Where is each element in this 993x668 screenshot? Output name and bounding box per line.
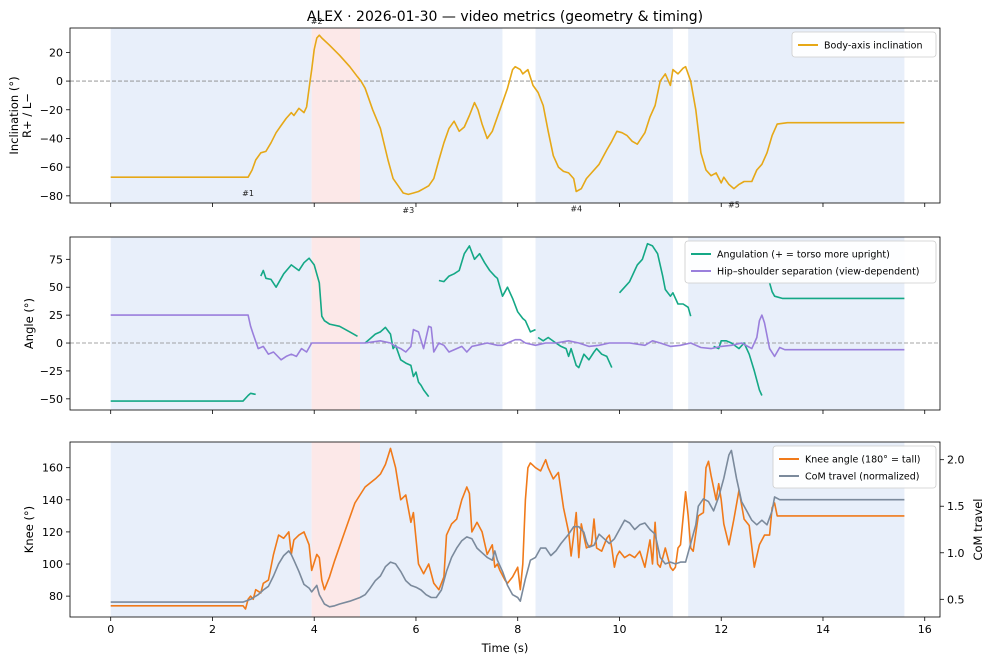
legend-label: Knee angle (180° = tall) [805, 455, 920, 466]
axes-frame [69, 27, 941, 204]
shaded-region-3 [360, 28, 503, 203]
series-1-segment-3 [364, 326, 430, 398]
legend-box [791, 31, 937, 58]
y-tick-label: 140 [42, 494, 63, 507]
y-axis-label: Angle (°) [22, 298, 36, 349]
event-annotation: #3 [402, 206, 414, 215]
axes-frame [69, 441, 941, 618]
shaded-region-1 [110, 442, 312, 617]
event-annotation: #1 [242, 189, 254, 198]
shaded-region-2 [311, 28, 360, 203]
y-tick-label: 75 [49, 253, 63, 266]
x-tick-label: 8 [514, 623, 521, 636]
x-axis-label: Time (s) [481, 641, 529, 655]
y-tick-label: −25 [40, 365, 63, 378]
event-annotation: #2 [311, 17, 323, 26]
y-tick-label: −50 [40, 393, 63, 406]
y2-axis-label: CoM travel [971, 498, 985, 560]
chart-title: ALEX · 2026-01-30 — video metrics (geome… [307, 9, 703, 25]
series-group [110, 242, 905, 402]
y-tick-label: −60 [40, 161, 63, 174]
series-1-segment-4 [438, 245, 536, 333]
x-tick-label: 12 [714, 623, 728, 636]
y2-tick-label: 0.5 [947, 593, 965, 606]
series-1-segment-1 [110, 34, 905, 196]
y2-tick-label: 1.0 [947, 547, 965, 560]
series-1-segment-1 [110, 447, 905, 610]
legend-box [772, 445, 937, 489]
y-tick-label: 25 [49, 309, 63, 322]
legend-label: Hip–shoulder separation (view-dependent) [717, 267, 920, 278]
series-2-segment-1 [110, 314, 905, 361]
series-group [110, 447, 905, 610]
series-1-segment-2 [260, 257, 358, 337]
series-1-segment-6 [618, 242, 692, 317]
panel-angle: 75 50 25 0 −25 −50 Angle (°) Angulation (+ = to… [22, 236, 941, 414]
series-1-segment-8 [768, 282, 905, 300]
shaded-region-3 [360, 237, 503, 410]
shaded-regions [110, 237, 905, 410]
shaded-region-3 [360, 442, 503, 617]
shaded-region-1 [110, 28, 312, 203]
series-1-segment-5 [537, 336, 613, 369]
y2-tick-label: 2.0 [947, 454, 965, 467]
y-tick-label: −20 [40, 104, 63, 117]
x-tick-label: 16 [918, 623, 932, 636]
event-annotation: #5 [728, 200, 740, 209]
legend: Body-axis inclination [791, 31, 937, 58]
event-annotation: #4 [570, 205, 582, 214]
y-axis-label: R+ / L− [20, 93, 34, 138]
shaded-region-4 [535, 442, 673, 617]
y-tick-label: 100 [42, 558, 63, 571]
x-tick-label: 2 [209, 623, 216, 636]
y-tick-label: −80 [40, 190, 63, 203]
y-tick-label: 0 [56, 75, 63, 88]
legend-label: Body-axis inclination [824, 41, 923, 52]
y-axis-label: Knee (°) [22, 506, 36, 553]
x-tick-label: 4 [311, 623, 318, 636]
legend: Knee angle (180° = tall) CoM travel (norm… [772, 445, 937, 489]
y-tick-label: 50 [49, 281, 63, 294]
x-tick-label: 14 [816, 623, 830, 636]
series-1-segment-1 [110, 392, 256, 402]
series-1-segment-7 [713, 340, 763, 396]
legend-label: CoM travel (normalized) [805, 472, 919, 483]
legend-label: Angulation (+ = torso more upright) [717, 250, 890, 261]
y-tick-label: 80 [49, 590, 63, 603]
legend: Angulation (+ = torso more upright) Hip–s… [684, 240, 937, 284]
shaded-region-1 [110, 237, 312, 410]
y-tick-label: 120 [42, 526, 63, 539]
legend-box [684, 240, 937, 284]
x-tick-label: 10 [612, 623, 626, 636]
y-tick-label: −40 [40, 132, 63, 145]
panel-knee: 0 2 4 6 8 10 12 14 16 160 140 120 100 80 0.5 1.0 1.5 2.0 C… [22, 441, 985, 636]
panel-inclination: 20 0 −20 −40 −60 −80 Inclination (°) R+ / L− #1 #… [7, 17, 941, 215]
y-tick-label: 20 [49, 46, 63, 59]
shaded-region-4 [535, 28, 673, 203]
axes-frame [69, 236, 941, 411]
shaded-region-2 [311, 237, 360, 410]
shaded-region-4 [535, 237, 673, 410]
series-group [110, 34, 905, 196]
y-tick-label: 0 [56, 337, 63, 350]
series-2-segment-1 [110, 449, 905, 608]
y-tick-label: 160 [42, 462, 63, 475]
x-tick-label: 0 [107, 623, 114, 636]
y2-tick-label: 1.5 [947, 500, 965, 513]
x-tick-label: 6 [412, 623, 419, 636]
shaded-region-2 [311, 442, 360, 617]
y-axis-label: Inclination (°) [7, 76, 21, 154]
